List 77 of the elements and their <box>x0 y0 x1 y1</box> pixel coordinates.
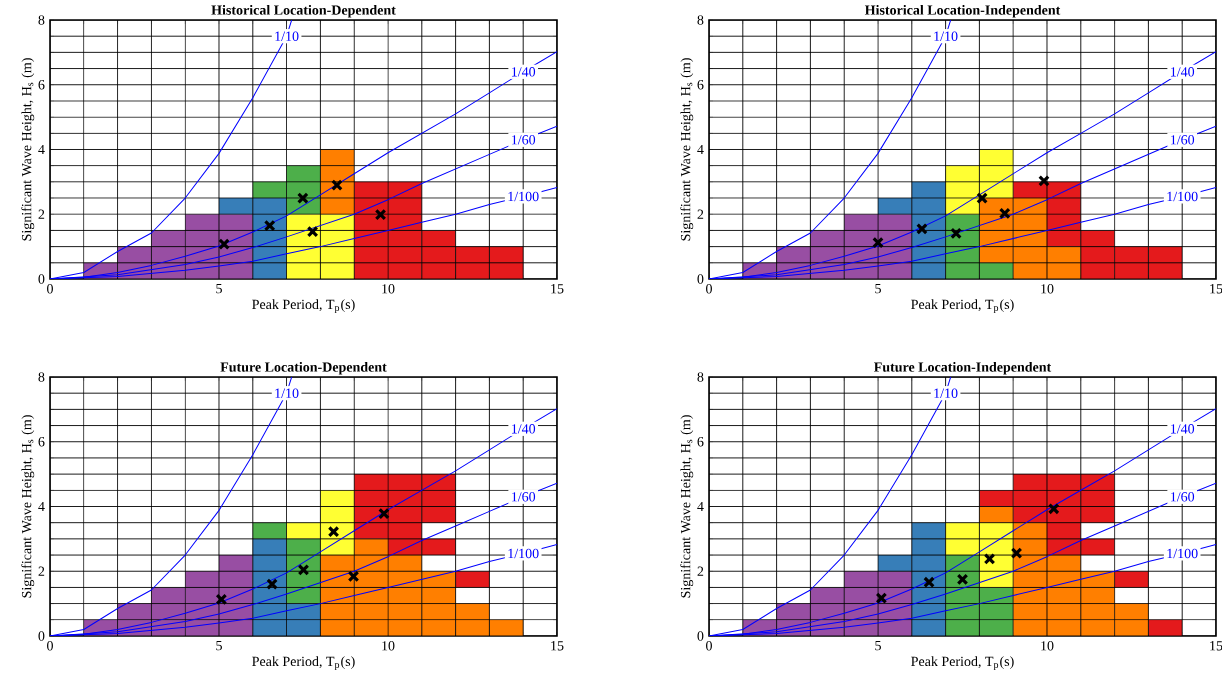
bar <box>252 522 287 539</box>
y-tick-label: 2 <box>697 209 704 219</box>
point <box>374 208 387 221</box>
point <box>923 576 935 589</box>
y-axis-title: Significant Wave Height, H$_{s}$ (m) <box>680 415 694 598</box>
x-tick-label: 10 <box>1041 641 1054 651</box>
bar <box>1148 619 1183 636</box>
x-tick-label: 0 <box>706 284 712 294</box>
point <box>956 573 969 586</box>
point <box>875 592 888 604</box>
point <box>950 227 962 240</box>
x-tick-label: 15 <box>551 641 564 651</box>
chart-title: Future Location-Independent <box>874 361 1052 375</box>
x-tick-label: 0 <box>47 284 53 294</box>
y-tick-label: 0 <box>697 631 704 641</box>
x-tick-label: 0 <box>706 641 712 651</box>
point <box>218 238 230 250</box>
y-tick-label: 8 <box>697 15 704 25</box>
y-tick-label: 8 <box>38 372 45 382</box>
point <box>1038 175 1050 187</box>
y-tick-label: 2 <box>38 209 45 219</box>
y-axis-title: Significant Wave Height, H$_{s}$ (m) <box>680 58 694 241</box>
x-tick-label: 15 <box>1210 284 1222 294</box>
y-axis-title: Significant Wave Height, H$_{s}$ (m) <box>21 415 35 598</box>
x-axis-title: Peak Period, T$_{p}$(s) <box>911 656 1014 671</box>
point <box>378 507 390 520</box>
point <box>306 225 319 238</box>
y-tick-label: 6 <box>697 437 704 447</box>
point <box>916 222 928 235</box>
x-tick-label: 5 <box>875 284 881 294</box>
x-tick-label: 15 <box>1210 641 1222 651</box>
point <box>266 578 278 591</box>
x-tick-label: 0 <box>47 641 53 651</box>
point <box>872 236 884 249</box>
point <box>347 570 360 583</box>
x-tick-label: 15 <box>551 284 564 294</box>
point <box>983 553 996 565</box>
y-tick-label: 6 <box>38 80 45 90</box>
y-tick-label: 4 <box>697 501 704 512</box>
y-tick-label: 2 <box>697 566 704 576</box>
y-tick-label: 8 <box>697 372 704 382</box>
y-tick-label: 4 <box>697 144 704 155</box>
y-tick-label: 8 <box>38 15 45 25</box>
y-axis-title: Significant Wave Height, H$_{s}$ (m) <box>21 58 35 241</box>
chart-title: Historical Location-Independent <box>864 4 1061 18</box>
bar <box>1114 571 1149 588</box>
x-axis-title: Peak Period, T$_{p}$(s) <box>252 656 355 671</box>
x-tick-label: 5 <box>216 641 222 651</box>
x-tick-label: 10 <box>382 284 395 294</box>
y-tick-label: 6 <box>697 80 704 90</box>
y-tick-label: 4 <box>38 144 45 155</box>
point <box>998 207 1011 220</box>
point <box>263 219 276 232</box>
x-axis-title: Peak Period, T$_{p}$(s) <box>252 299 355 314</box>
bar <box>455 571 490 588</box>
y-tick-label: 0 <box>38 631 45 641</box>
point <box>331 179 343 191</box>
x-axis-title: Peak Period, T$_{p}$(s) <box>911 299 1014 314</box>
x-tick-label: 10 <box>382 641 395 651</box>
x-tick-label: 5 <box>216 284 222 294</box>
y-tick-label: 0 <box>38 274 45 284</box>
y-tick-label: 6 <box>38 437 45 447</box>
point <box>297 564 310 576</box>
bar <box>979 506 1014 523</box>
chart-title: Future Location-Dependent <box>220 361 387 375</box>
point <box>1047 502 1060 515</box>
point <box>296 192 309 204</box>
y-tick-label: 4 <box>38 501 45 512</box>
y-tick-label: 0 <box>697 274 704 284</box>
x-tick-label: 10 <box>1041 284 1054 294</box>
y-tick-label: 2 <box>38 566 45 576</box>
point <box>1010 547 1023 559</box>
point <box>215 593 228 606</box>
point <box>976 192 988 204</box>
chart-title: Historical Location-Dependent <box>211 4 396 18</box>
point <box>327 525 340 538</box>
x-tick-label: 5 <box>875 641 881 651</box>
